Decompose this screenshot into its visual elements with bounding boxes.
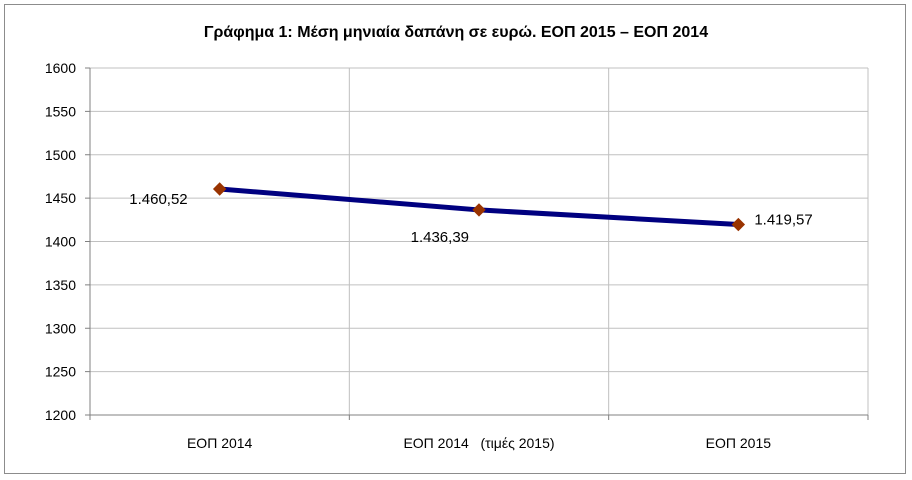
y-tick-label: 1450 <box>45 190 76 206</box>
gridlines <box>89 67 869 416</box>
data-labels: 1.460,52 1.436,39 1.419,57 <box>129 191 812 246</box>
axes <box>85 67 869 420</box>
chart-frame <box>4 4 906 474</box>
data-marker <box>472 203 486 217</box>
y-tick-label: 1250 <box>45 364 76 380</box>
data-label: 1.419,57 <box>754 212 812 229</box>
y-tick-label: 1200 <box>45 407 76 423</box>
x-tick-labels: ΕΟΠ 2014 ΕΟΠ 2014 (τιμές 2015) ΕΟΠ 2015 <box>187 435 771 451</box>
x-tick-label: ΕΟΠ 2014 <box>187 435 253 451</box>
data-label: 1.436,39 <box>411 229 469 246</box>
data-marker <box>212 182 227 196</box>
data-label: 1.460,52 <box>129 191 187 208</box>
y-tick-label: 1350 <box>45 277 76 293</box>
chart-title: Γράφημα 1: Μέση μηνιαία δαπάνη σε ευρώ. … <box>203 24 709 41</box>
y-tick-label: 1400 <box>45 234 76 250</box>
y-tick-label: 1500 <box>45 147 76 163</box>
y-tick-labels: 1200 1250 1300 1350 1400 1450 1500 1550 1600 <box>45 60 76 423</box>
data-markers <box>212 182 746 232</box>
x-tick-label: ΕΟΠ 2014 (τιμές 2015) <box>403 435 554 451</box>
y-tick-label: 1550 <box>45 103 76 119</box>
x-tick-label: ΕΟΠ 2015 <box>706 435 772 451</box>
data-marker <box>731 217 746 232</box>
y-tick-label: 1300 <box>45 320 76 336</box>
y-tick-label: 1600 <box>45 60 76 76</box>
